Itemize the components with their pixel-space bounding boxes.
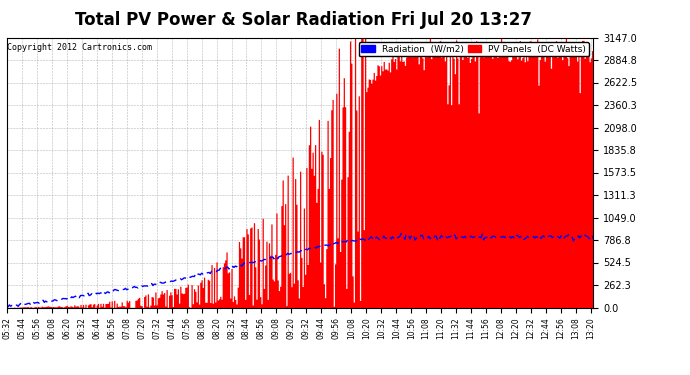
Legend: Radiation  (W/m2), PV Panels  (DC Watts): Radiation (W/m2), PV Panels (DC Watts) (359, 42, 589, 56)
Text: Total PV Power & Solar Radiation Fri Jul 20 13:27: Total PV Power & Solar Radiation Fri Jul… (75, 11, 532, 29)
Text: Copyright 2012 Cartronics.com: Copyright 2012 Cartronics.com (8, 43, 152, 52)
